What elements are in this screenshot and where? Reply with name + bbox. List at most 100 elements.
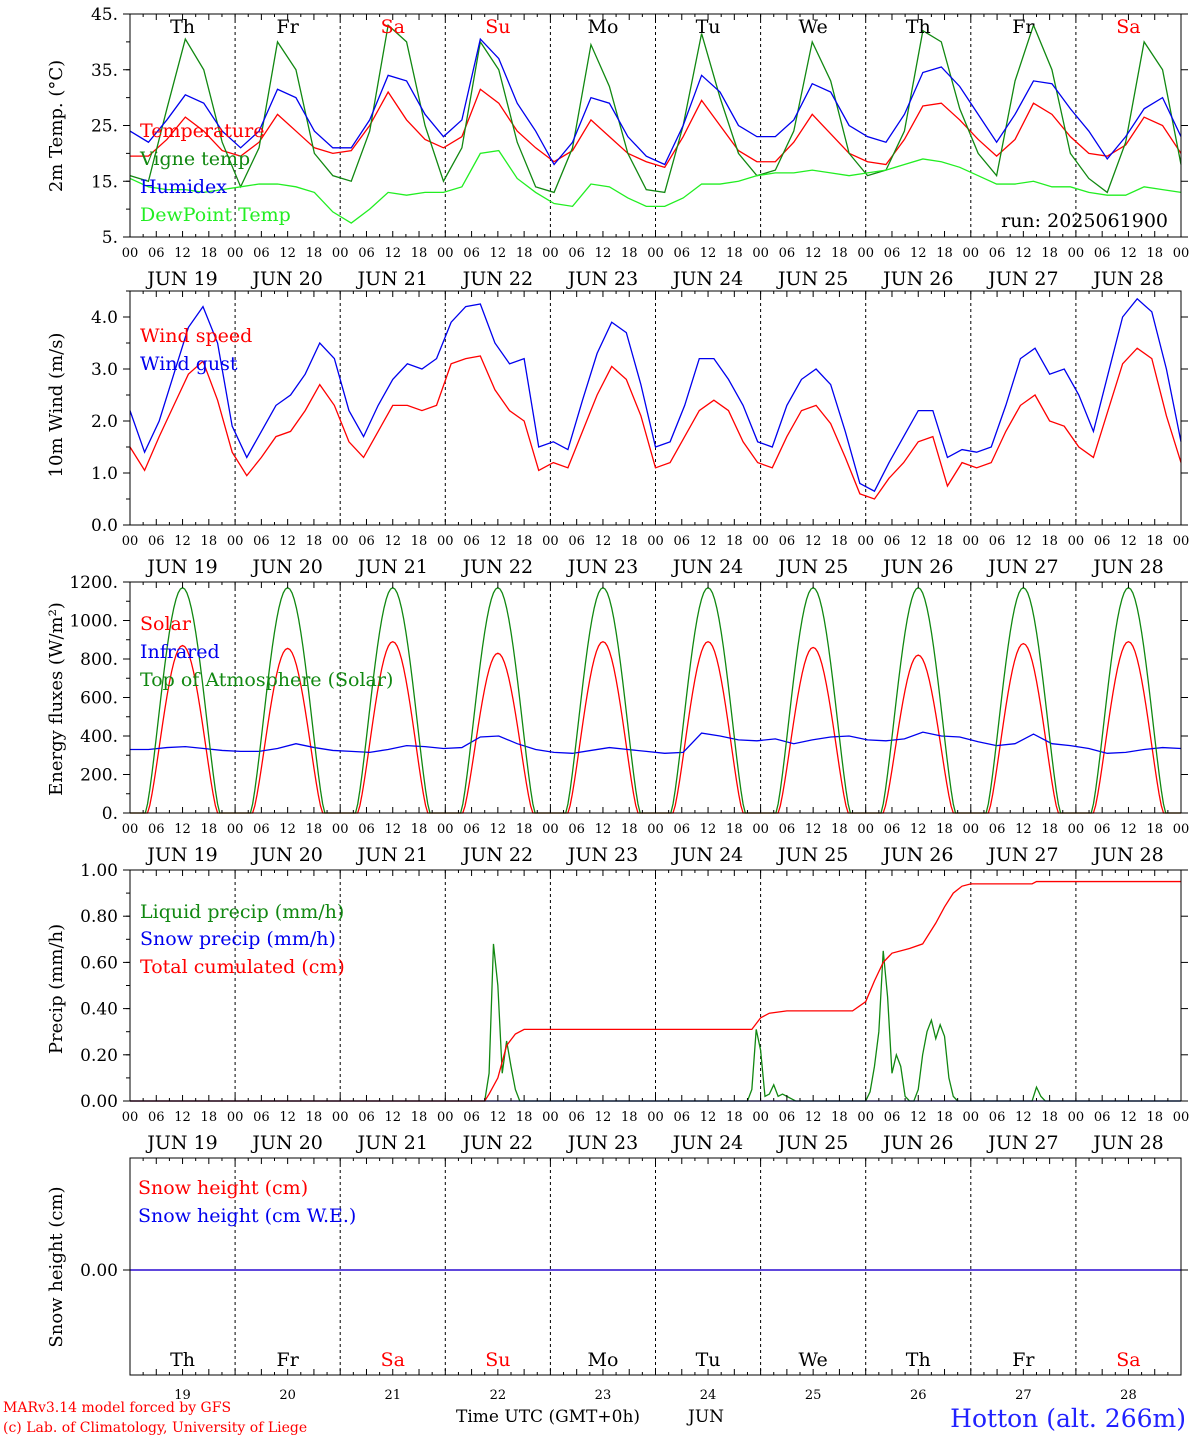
y-axis-label: Snow height (cm) bbox=[46, 1186, 67, 1347]
hour-tick-label: 00 bbox=[437, 534, 454, 549]
hour-tick-label: 06 bbox=[253, 246, 270, 261]
hour-tick-label: 00 bbox=[647, 822, 664, 837]
hour-tick-label: 00 bbox=[227, 822, 244, 837]
date-label: JUN 22 bbox=[461, 1132, 533, 1154]
hour-tick-label: 18 bbox=[726, 534, 743, 549]
hour-tick-label: 00 bbox=[332, 534, 349, 549]
hour-tick-label: 06 bbox=[148, 822, 165, 837]
series-infrared-line bbox=[130, 731, 1182, 754]
hour-tick-label: 18 bbox=[726, 246, 743, 261]
date-label: JUN 19 bbox=[145, 268, 217, 290]
y-tick-label: 5. bbox=[102, 228, 118, 248]
hour-tick-label: 06 bbox=[148, 534, 165, 549]
hour-tick-label: 12 bbox=[279, 1110, 296, 1125]
date-label: JUN 21 bbox=[356, 844, 428, 866]
y-tick-label: 600. bbox=[80, 689, 118, 709]
legend-entry: Wind speed bbox=[140, 325, 252, 347]
hour-tick-label: 06 bbox=[674, 246, 691, 261]
hour-tick-label: 00 bbox=[857, 822, 874, 837]
hour-tick-label: 00 bbox=[752, 1110, 769, 1125]
hour-tick-label: 06 bbox=[884, 1110, 901, 1125]
hour-tick-label: 00 bbox=[227, 534, 244, 549]
y-axis-label: Precip (mm/h) bbox=[46, 924, 67, 1054]
hour-tick-label: 12 bbox=[279, 246, 296, 261]
hour-tick-label: 00 bbox=[437, 1110, 454, 1125]
hour-tick-label: 12 bbox=[1120, 822, 1137, 837]
hour-tick-label: 06 bbox=[358, 822, 375, 837]
legend-entry: Wind gust bbox=[140, 353, 238, 375]
hour-tick-label: 18 bbox=[726, 822, 743, 837]
y-tick-label: 1000. bbox=[69, 612, 118, 632]
hour-tick-label: 00 bbox=[542, 1110, 559, 1125]
hour-tick-label: 00 bbox=[1068, 822, 1085, 837]
date-label: JUN 23 bbox=[566, 268, 638, 290]
hour-tick-label: 00 bbox=[647, 534, 664, 549]
hour-tick-label: 00 bbox=[122, 246, 139, 261]
day-number: 25 bbox=[805, 1388, 822, 1403]
hour-tick-label: 18 bbox=[201, 246, 218, 261]
hour-tick-label: 12 bbox=[279, 534, 296, 549]
date-label: JUN 27 bbox=[986, 556, 1058, 578]
temperature-panel: 45. 35. 25. 15. 5. 2m Temp. (°C) Temperature Vi… bbox=[46, 5, 1189, 290]
hour-tick-label: 12 bbox=[910, 534, 927, 549]
hour-tick-label: 18 bbox=[831, 534, 848, 549]
date-label: JUN 21 bbox=[356, 556, 428, 578]
hour-tick-label: 00 bbox=[1173, 1110, 1190, 1125]
hour-tick-label: 12 bbox=[384, 246, 401, 261]
hour-tick-label: 12 bbox=[1015, 534, 1032, 549]
series-liquid-precip-mm-h-line bbox=[130, 943, 1181, 1102]
series-top-of-atmosphere-solar-line bbox=[130, 587, 1181, 814]
weekday-label: Th bbox=[170, 1349, 195, 1371]
date-label: JUN 27 bbox=[986, 268, 1058, 290]
weekday-label: Tu bbox=[696, 16, 721, 38]
y-tick-label: 0.60 bbox=[80, 953, 118, 973]
hour-tick-label: 12 bbox=[805, 1110, 822, 1125]
hour-tick-label: 12 bbox=[490, 822, 507, 837]
day-number: 20 bbox=[279, 1388, 296, 1403]
hour-tick-label: 12 bbox=[700, 822, 717, 837]
series-total-cumulated-cm-line bbox=[130, 880, 1181, 1102]
y-axis-label: 2m Temp. (°C) bbox=[46, 60, 67, 192]
hour-tick-label: 12 bbox=[1120, 246, 1137, 261]
hour-tick-label: 18 bbox=[936, 1110, 953, 1125]
day-number: 24 bbox=[700, 1388, 717, 1403]
weekday-label: We bbox=[799, 16, 828, 38]
hour-tick-label: 18 bbox=[1041, 534, 1058, 549]
hour-tick-label: 06 bbox=[568, 246, 585, 261]
hour-tick-label: 12 bbox=[384, 1110, 401, 1125]
legend-entry: Vigne temp bbox=[139, 148, 250, 170]
y-tick-label: 0. bbox=[102, 804, 118, 824]
hour-tick-label: 06 bbox=[989, 246, 1006, 261]
hour-tick-label: 00 bbox=[122, 822, 139, 837]
hour-tick-label: 00 bbox=[963, 246, 980, 261]
hour-tick-label: 12 bbox=[174, 1110, 191, 1125]
hour-tick-label: 06 bbox=[358, 246, 375, 261]
hour-tick-label: 00 bbox=[1068, 534, 1085, 549]
hour-tick-label: 12 bbox=[700, 246, 717, 261]
hour-tick-label: 06 bbox=[1094, 246, 1111, 261]
wind-panel: 4.0 3.0 2.0 1.0 0.0 10m Wind (m/s) Wind speed W… bbox=[46, 290, 1189, 578]
date-label: JUN 25 bbox=[776, 556, 848, 578]
hour-tick-label: 18 bbox=[306, 246, 323, 261]
date-label: JUN 21 bbox=[356, 1132, 428, 1154]
hour-tick-label: 00 bbox=[122, 534, 139, 549]
hour-tick-label: 18 bbox=[306, 1110, 323, 1125]
date-label: JUN 20 bbox=[250, 268, 322, 290]
date-label: JUN 19 bbox=[145, 556, 217, 578]
date-label: JUN 25 bbox=[776, 1132, 848, 1154]
hour-tick-label: 00 bbox=[1068, 1110, 1085, 1125]
hour-tick-label: 12 bbox=[910, 1110, 927, 1125]
hour-tick-label: 12 bbox=[1015, 822, 1032, 837]
hour-tick-label: 06 bbox=[358, 534, 375, 549]
weekday-label: Th bbox=[906, 1349, 931, 1371]
lab-credit: (c) Lab. of Climatology, University of L… bbox=[3, 1420, 307, 1436]
y-tick-label: 45. bbox=[91, 5, 118, 25]
weekday-label: Sa bbox=[1116, 1349, 1140, 1371]
hour-tick-label: 18 bbox=[411, 534, 428, 549]
hour-tick-label: 12 bbox=[490, 1110, 507, 1125]
hour-tick-label: 00 bbox=[1173, 246, 1190, 261]
hour-tick-label: 18 bbox=[1041, 1110, 1058, 1125]
hour-tick-label: 18 bbox=[726, 1110, 743, 1125]
hour-tick-label: 00 bbox=[963, 822, 980, 837]
hour-tick-label: 00 bbox=[122, 1110, 139, 1125]
